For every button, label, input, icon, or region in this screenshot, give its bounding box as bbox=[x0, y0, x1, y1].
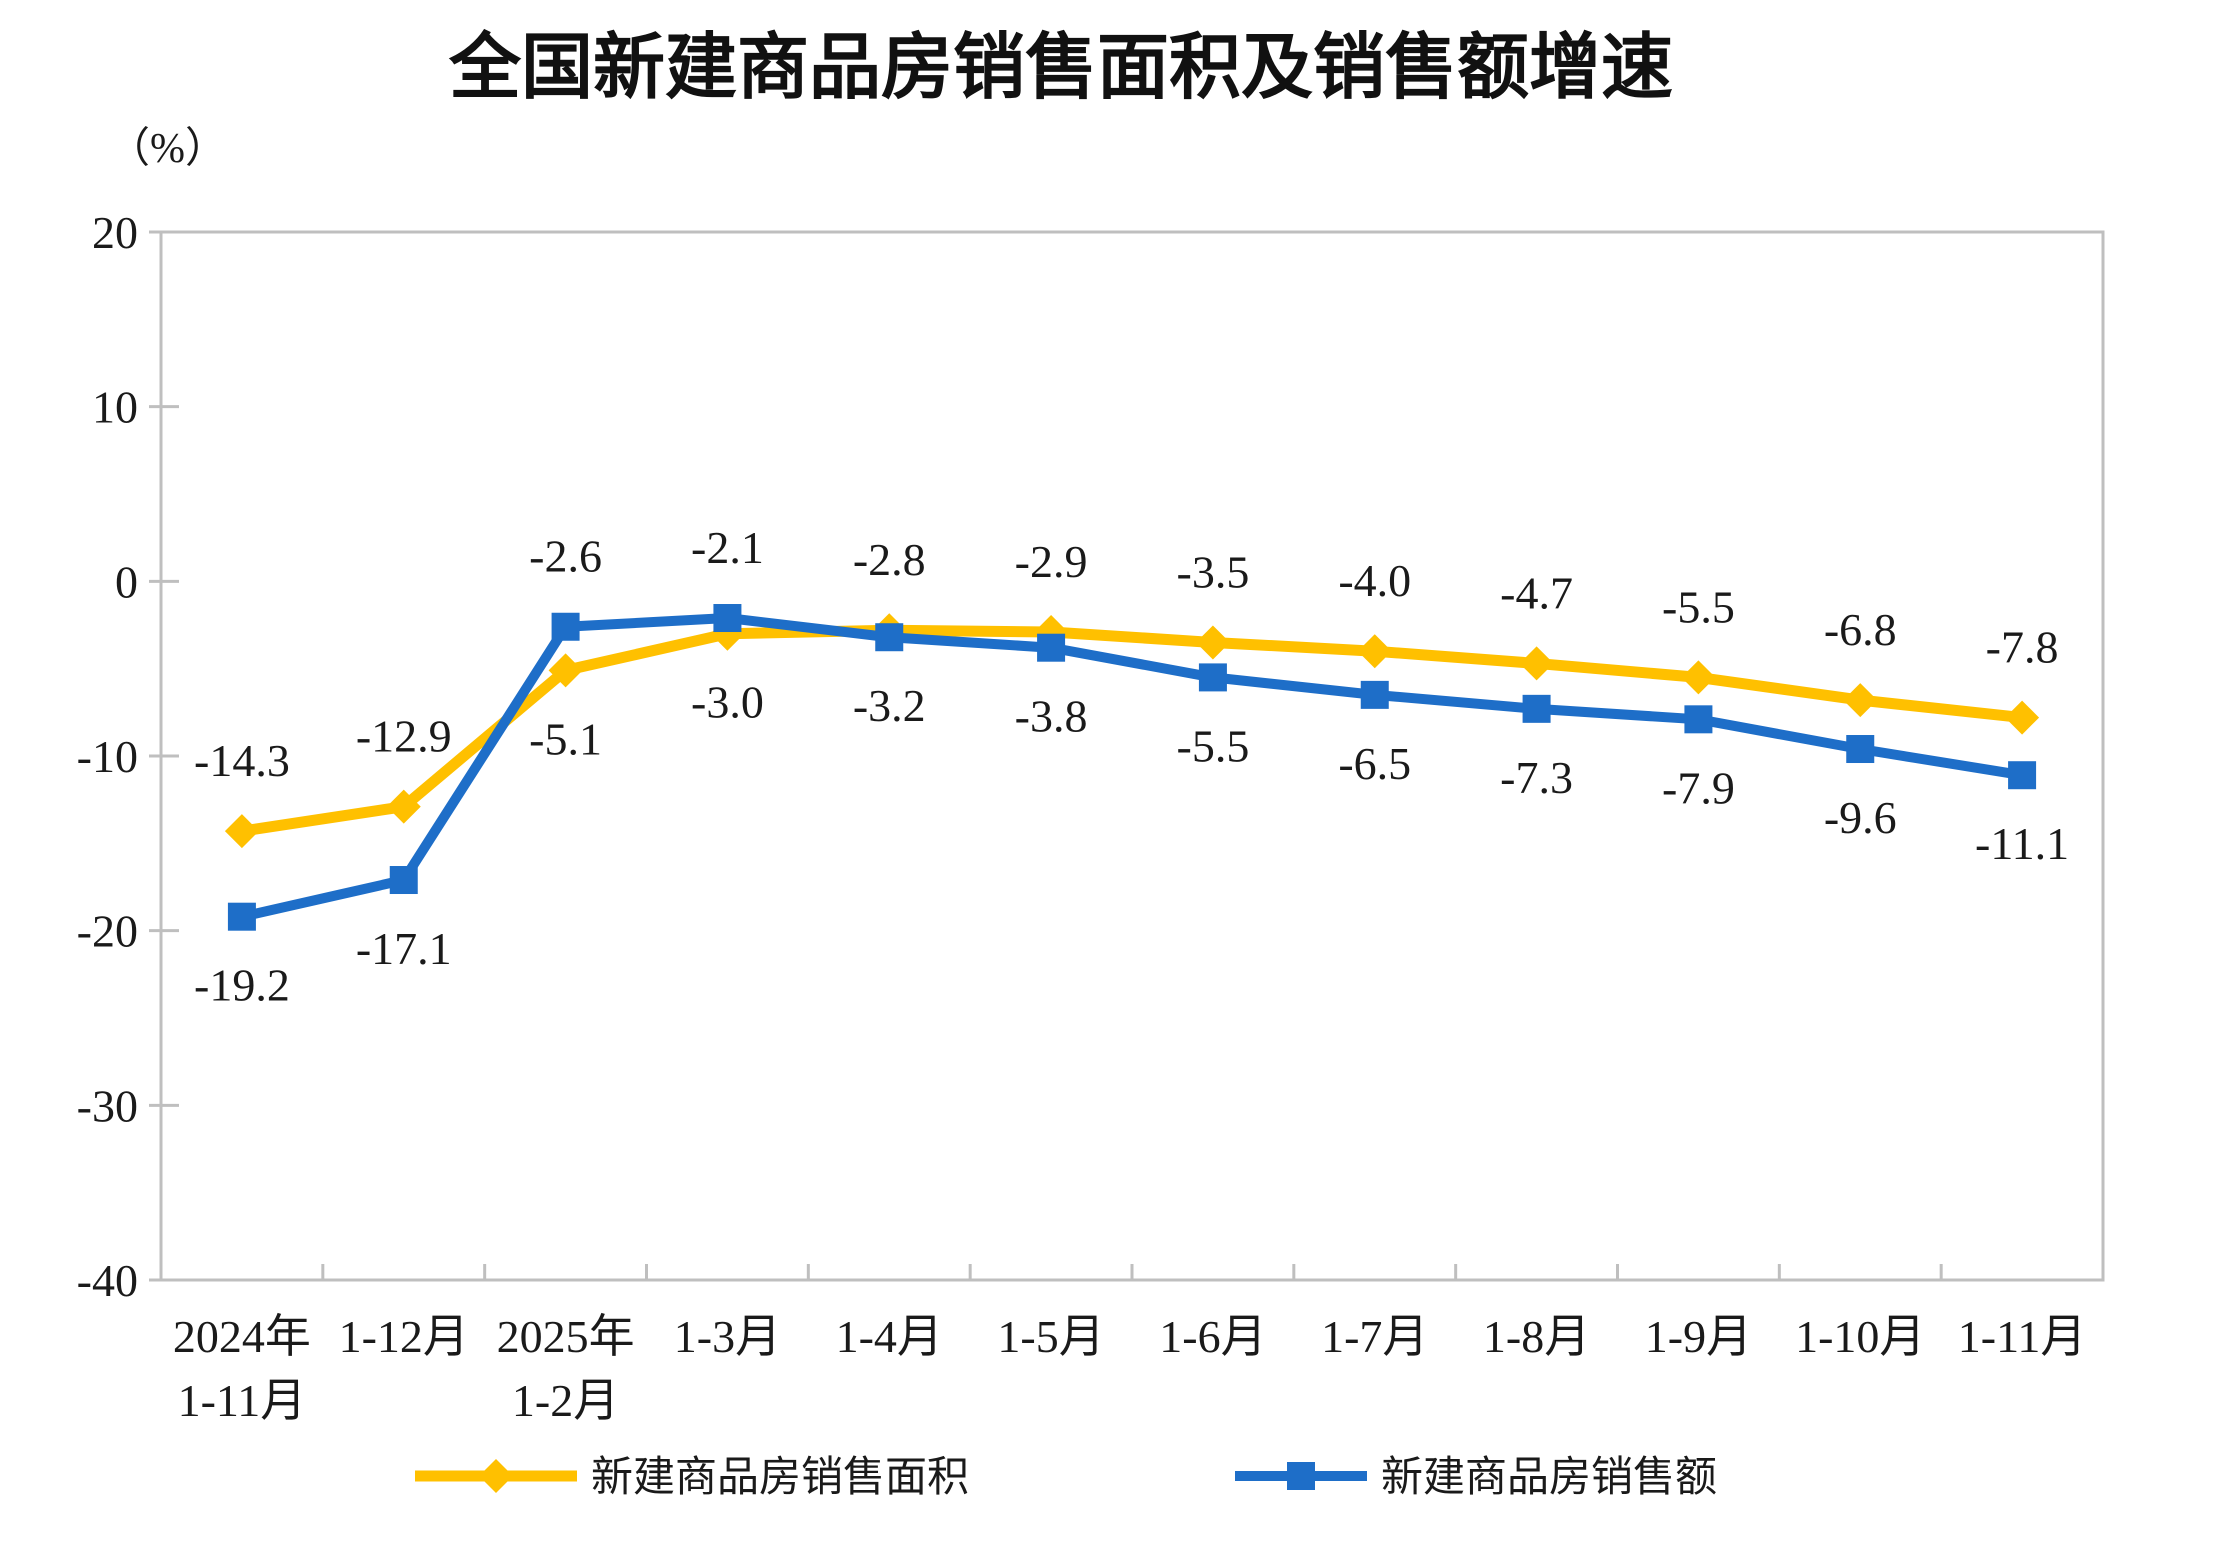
sales-area-marker bbox=[1681, 660, 1716, 695]
y-axis-tick-label: -20 bbox=[77, 906, 138, 957]
sales-area-line bbox=[236, 624, 2028, 837]
x-axis-label: 2024年 bbox=[173, 1311, 311, 1362]
sales-area-marker bbox=[1195, 625, 1230, 660]
legend-label-sales-value: 新建商品房销售额 bbox=[1381, 1455, 1717, 1501]
x-axis-label: 1-12月 bbox=[339, 1311, 469, 1362]
sales-area-marker bbox=[548, 653, 583, 688]
x-axis-label: 1-10月 bbox=[1795, 1311, 1925, 1362]
sales-value-marker bbox=[2008, 761, 2037, 790]
sales-value-marker bbox=[1198, 663, 1227, 692]
y-axis-tick-label: 10 bbox=[92, 382, 138, 433]
plot-border bbox=[159, 230, 2105, 1282]
sales-value-marker bbox=[1037, 633, 1066, 662]
y-axis-unit-label: （%） bbox=[108, 126, 227, 172]
sales-value-marker bbox=[875, 623, 904, 652]
sales-value-data-label: -9.6 bbox=[1824, 792, 1897, 843]
x-axis-label: 2025年 bbox=[497, 1311, 635, 1362]
x-axis-label: 1-5月 bbox=[997, 1311, 1104, 1362]
sales-area-data-label: -4.7 bbox=[1500, 567, 1573, 618]
y-axis-tick-label: 20 bbox=[92, 207, 138, 258]
sales-value-data-label: -7.3 bbox=[1500, 752, 1573, 803]
sales-area-marker bbox=[224, 814, 259, 849]
x-axis-label: 1-3月 bbox=[674, 1311, 781, 1362]
sales-value-data-label: -11.1 bbox=[1975, 818, 2069, 869]
legend-sales-area-marker bbox=[479, 1459, 513, 1493]
y-axis-tick-label: -10 bbox=[77, 731, 138, 782]
sales-value-data-label: -19.2 bbox=[194, 960, 290, 1011]
sales-value-line bbox=[236, 613, 2028, 922]
sales-area-marker bbox=[2005, 700, 2040, 735]
chart-legend: 新建商品房销售面积 新建商品房销售额 bbox=[415, 1455, 1717, 1501]
sales-value-marker bbox=[389, 866, 418, 895]
x-axis-label: 1-9月 bbox=[1645, 1311, 1752, 1362]
sales-area-data-label: -12.9 bbox=[356, 711, 452, 762]
x-axis-label: 1-8月 bbox=[1483, 1311, 1590, 1362]
sales-value-data-label: -3.2 bbox=[853, 680, 926, 731]
sales-value-marker bbox=[1360, 680, 1389, 709]
sales-value-data-label: -2.6 bbox=[529, 531, 602, 582]
sales-area-data-label: -4.0 bbox=[1338, 555, 1411, 606]
chart-title: 全国新建商品房销售面积及销售额增速 bbox=[448, 28, 1673, 108]
x-axis-label: 1-11月 bbox=[178, 1375, 307, 1426]
sales-value-marker bbox=[227, 902, 256, 931]
y-axis-tick-label: -30 bbox=[77, 1080, 138, 1131]
sales-area-data-label: -3.5 bbox=[1177, 546, 1250, 597]
sales-area-data-label: -2.8 bbox=[853, 534, 926, 585]
sales-value-data-label: -17.1 bbox=[356, 923, 452, 974]
sales-area-data-label: -3.0 bbox=[691, 677, 764, 728]
sales-area-data-label: -6.8 bbox=[1824, 604, 1897, 655]
sales-value-data-label: -2.1 bbox=[691, 522, 764, 573]
sales-value-data-label: -5.5 bbox=[1177, 720, 1250, 771]
sales-area-marker bbox=[1519, 646, 1554, 681]
sales-value-data-label: -7.9 bbox=[1662, 762, 1735, 813]
x-axis-label: 1-4月 bbox=[836, 1311, 943, 1362]
sales-value-data-label: -3.8 bbox=[1015, 691, 1088, 742]
sales-area-data-label: -2.9 bbox=[1015, 536, 1088, 587]
legend-sales-value-marker bbox=[1287, 1462, 1315, 1490]
sales-value-marker bbox=[1846, 735, 1875, 764]
sales-area-data-label: -14.3 bbox=[194, 735, 290, 786]
sales-value-marker bbox=[1684, 705, 1713, 734]
sales-area-data-label: -5.1 bbox=[529, 713, 602, 764]
sales-area-data-label: -7.8 bbox=[1986, 622, 2059, 673]
sales-area-marker bbox=[1357, 634, 1392, 669]
sales-value-marker bbox=[551, 612, 580, 641]
x-axis-label: 1-2月 bbox=[512, 1375, 619, 1426]
x-axis-label: 1-7月 bbox=[1321, 1311, 1428, 1362]
sales-area-data-label: -5.5 bbox=[1662, 581, 1735, 632]
legend-label-sales-area: 新建商品房销售面积 bbox=[591, 1455, 969, 1501]
plot-area: 20 10 0 -10 -20 -30 -40 2024年 1-11月 1-12月 2025年 1-2… bbox=[77, 207, 2105, 1426]
sales-value-data-label: -6.5 bbox=[1338, 738, 1411, 789]
y-axis-tick-label: 0 bbox=[115, 556, 138, 607]
x-axis-label: 1-6月 bbox=[1159, 1311, 1266, 1362]
sales-value-marker bbox=[1522, 694, 1551, 723]
sales-area-marker bbox=[386, 789, 421, 824]
sales-area-marker bbox=[1843, 683, 1878, 718]
x-axis-label: 1-11月 bbox=[1958, 1311, 2087, 1362]
y-axis-tick-label: -40 bbox=[77, 1255, 138, 1306]
sales-value-marker bbox=[713, 604, 742, 633]
